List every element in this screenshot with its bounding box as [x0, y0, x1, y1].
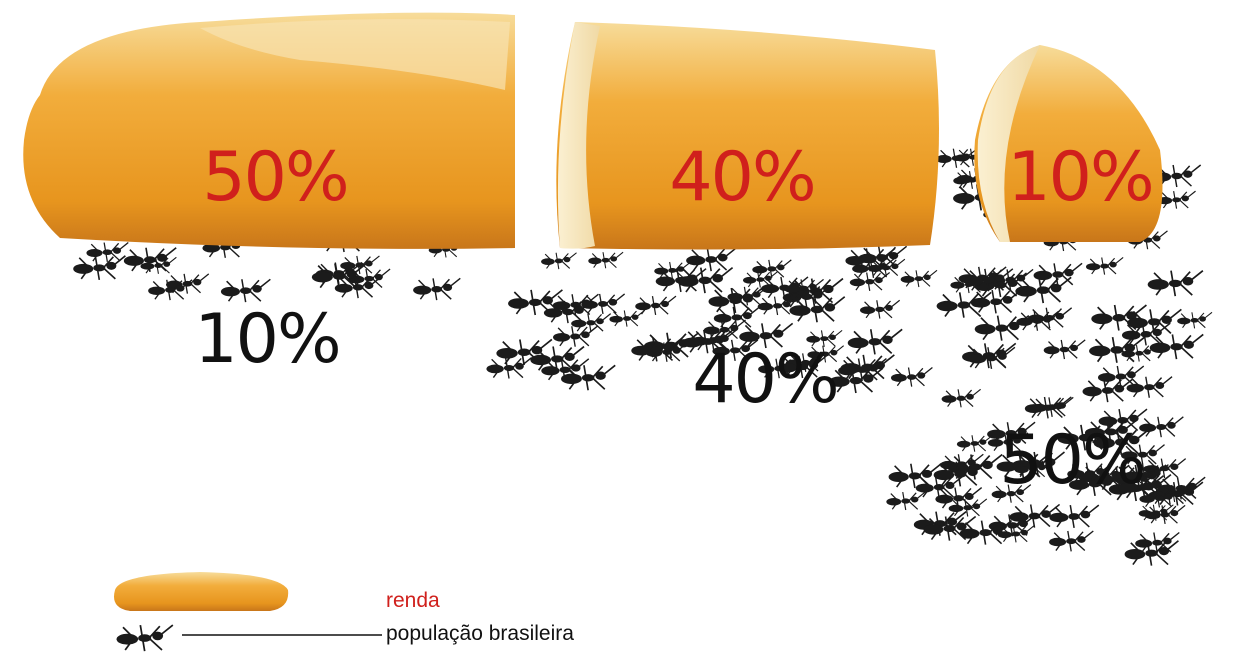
- population-share: 50%: [999, 421, 1144, 500]
- ant: [859, 299, 901, 320]
- ant: [570, 313, 612, 333]
- ant: [412, 277, 462, 301]
- ant: [940, 388, 982, 408]
- ant: [1156, 190, 1197, 210]
- ant: [997, 525, 1035, 543]
- legend-bread: [114, 572, 289, 611]
- ant: [220, 278, 272, 303]
- ant: [1032, 262, 1083, 287]
- ant: [956, 434, 994, 453]
- income-share: 50%: [202, 138, 347, 217]
- bread-small: [974, 45, 1163, 242]
- bread-medium: [556, 22, 939, 250]
- ant: [890, 366, 934, 388]
- income-share: 40%: [669, 138, 814, 217]
- ant: [1134, 531, 1180, 554]
- population-share: 10%: [194, 300, 339, 379]
- ant: [885, 491, 926, 511]
- ant: [948, 498, 988, 518]
- ant: [608, 309, 646, 328]
- ant: [1148, 333, 1205, 360]
- ant: [1138, 416, 1185, 438]
- ant: [846, 328, 903, 356]
- ant: [849, 271, 891, 292]
- legend-ant: [115, 624, 174, 652]
- legend-population: população brasileira: [386, 622, 574, 645]
- ant: [587, 251, 624, 269]
- ant: [1144, 504, 1186, 525]
- ant: [485, 356, 533, 380]
- ant: [1126, 308, 1183, 336]
- ant: [560, 364, 617, 392]
- income-share: 10%: [1007, 138, 1152, 217]
- ant: [1085, 256, 1124, 276]
- ant: [685, 247, 737, 272]
- ant: [900, 269, 938, 288]
- bread-large: [23, 12, 515, 249]
- ant: [1048, 530, 1094, 553]
- population-share: 40%: [692, 340, 837, 419]
- ant: [634, 295, 677, 316]
- ant: [1088, 336, 1146, 364]
- legend: renda população brasileira: [114, 572, 574, 652]
- ant: [1043, 339, 1086, 360]
- ant: [676, 266, 734, 294]
- ant: [1125, 376, 1173, 399]
- legend-income: renda: [386, 589, 440, 612]
- ant: [887, 462, 942, 489]
- ant: [1048, 504, 1100, 529]
- ant: [580, 293, 626, 315]
- ant: [540, 252, 578, 270]
- ant: [1176, 311, 1213, 329]
- ant: [713, 306, 761, 329]
- ant: [1146, 269, 1204, 298]
